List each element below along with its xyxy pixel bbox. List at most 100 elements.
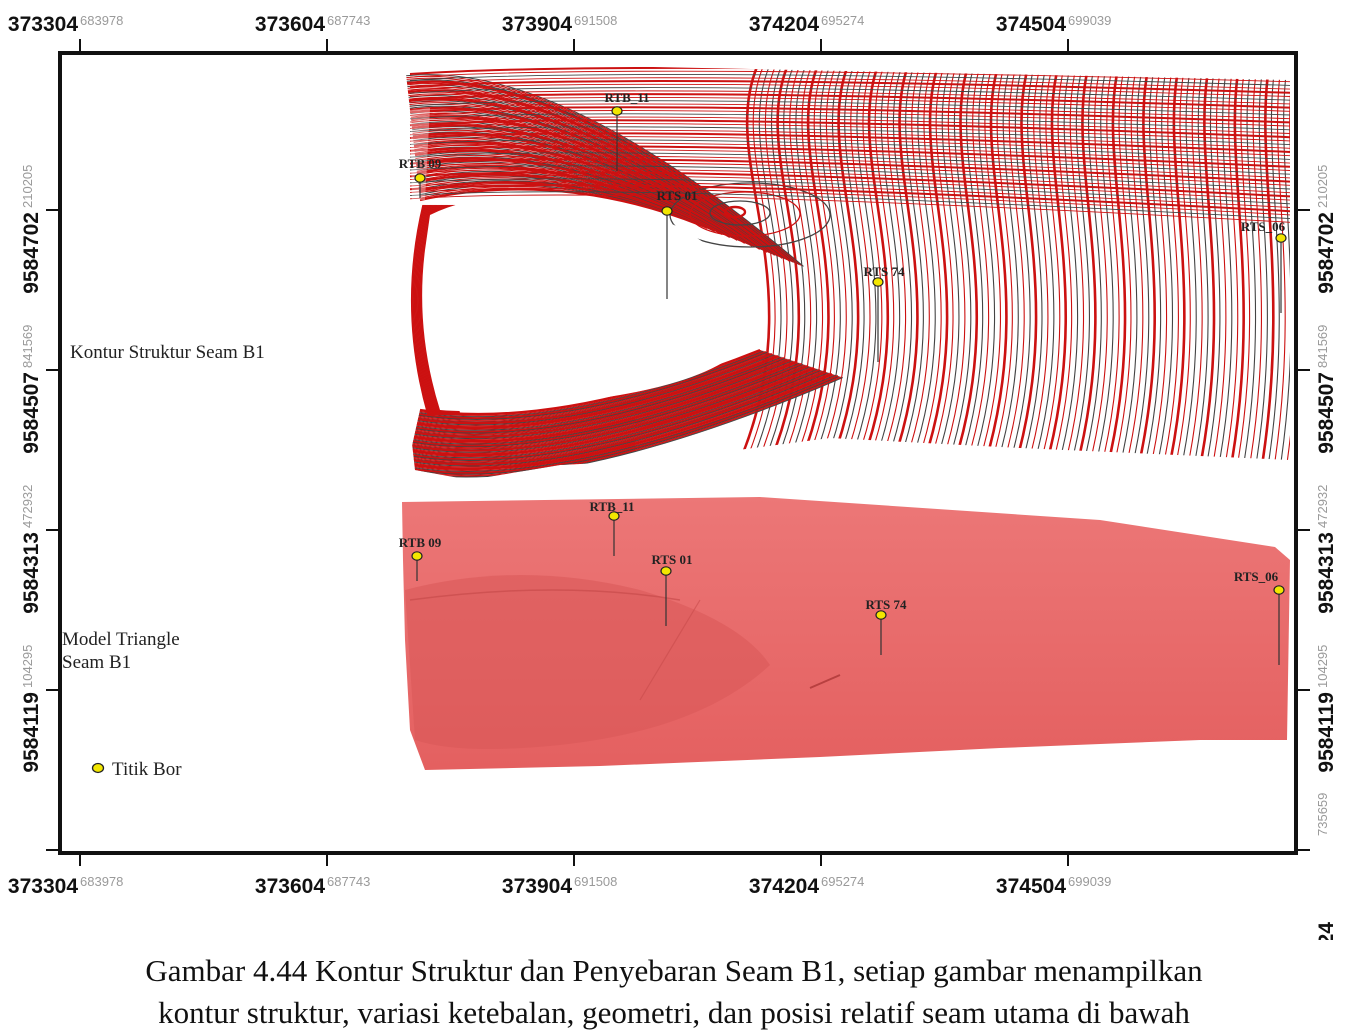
contour-line [1007, 62, 1031, 471]
contour-line [409, 106, 1290, 124]
contour-line [1025, 62, 1049, 471]
x-axis-bottom: 373304 683978 373604 687743 373904 691508 3742… [8, 853, 1111, 898]
contour-line [409, 175, 1290, 201]
contour-line [409, 116, 1290, 134]
contour-line [1266, 62, 1280, 471]
contour-line [409, 96, 1290, 112]
contour-line [409, 145, 1290, 168]
contour-line [409, 129, 1290, 149]
contour-line [409, 171, 1290, 198]
figure-caption: Gambar 4.44 Kontur Struktur dan Penyebar… [0, 950, 1348, 1034]
y-axis-right: 9584702 210205 9584507 841569 9584313 472932 9… [1296, 165, 1338, 940]
contour-line [927, 62, 954, 471]
contour-line [822, 62, 853, 471]
model-crease-line [639, 599, 701, 701]
y-tick-sublabel-right: 735659 [1315, 793, 1330, 836]
contour-line [417, 204, 436, 416]
contour-line [902, 62, 930, 471]
y-tick-label-right: 9584507 [1315, 372, 1338, 454]
contour-line [406, 75, 842, 477]
contour-line [409, 155, 1290, 179]
x-tick-sublabel-top: 683978 [80, 13, 123, 28]
contour-line [1155, 62, 1174, 471]
y-tick-sublabel-left: 104295 [20, 645, 35, 688]
contour-line [409, 139, 1290, 160]
contour-line [908, 62, 936, 471]
y-tick-label-right: 9584119 [1315, 692, 1338, 773]
well-marker [411, 551, 423, 561]
contour-line [1198, 62, 1216, 471]
x-tick-sublabel-bottom: 691508 [574, 874, 617, 889]
well-label: RTS 01 [656, 188, 697, 203]
x-tick-label-top: 373904 [502, 13, 572, 36]
contour-closed-loop [709, 200, 771, 226]
contour-line [407, 84, 836, 472]
model-label-line2: Seam B1 [62, 652, 131, 673]
contour-line [945, 62, 972, 471]
model-depression [405, 575, 770, 749]
y-tick-sublabel-left: 841569 [20, 325, 35, 368]
y-tick-sublabel-right: 210205 [1315, 165, 1330, 208]
contour-line [1273, 62, 1286, 471]
y-tick-sublabel-right: 104295 [1315, 645, 1330, 688]
contour-line [1236, 62, 1251, 471]
contour-line [1167, 62, 1186, 471]
well-marker [1273, 585, 1285, 595]
contour-line [877, 62, 907, 471]
contour-line [406, 79, 840, 475]
y-tick-sublabel-right: 472932 [1315, 485, 1330, 528]
x-tick-label-top: 373604 [255, 13, 325, 36]
contour-line [415, 204, 434, 416]
well-marker [608, 511, 620, 521]
contour-line [420, 204, 439, 416]
contour-line [1124, 62, 1144, 471]
x-tick-label-bottom: 374504 [996, 875, 1066, 898]
contour-line [409, 119, 1290, 139]
contour-line [409, 80, 1290, 94]
y-tick-label-left: 9584702 [20, 212, 43, 294]
well-marker [611, 106, 623, 116]
contour-line [410, 204, 429, 416]
y-tick-label-left: 9584119 [20, 692, 43, 773]
contour-line [1032, 62, 1055, 471]
contour-line [407, 88, 834, 471]
contour-line [1038, 62, 1061, 471]
well-label: RTS_06 [1234, 569, 1279, 584]
y-tick-sublabel-left: 472932 [20, 485, 35, 528]
contour-line [409, 123, 1290, 142]
contour-line [415, 154, 787, 435]
well-label: RTB_11 [589, 499, 634, 514]
well-label: RTB_11 [604, 90, 649, 105]
contour-line [920, 62, 949, 471]
contour-line [409, 93, 1290, 109]
contour-closed-loop [689, 191, 801, 237]
well-label: RTS 74 [865, 597, 907, 612]
contour-line [896, 62, 924, 471]
contour-line [409, 113, 1290, 131]
x-tick-sublabel-top: 695274 [821, 13, 864, 28]
contour-line [409, 188, 1290, 216]
contour-line [840, 62, 871, 471]
x-tick-label-bottom: 373904 [502, 875, 572, 898]
x-tick-sublabel-bottom: 695274 [821, 874, 864, 889]
contour-line [409, 83, 1290, 97]
contour-line [410, 110, 818, 459]
well-label: RTB 09 [399, 535, 442, 550]
contour-line [409, 74, 1290, 86]
well-label: RTS 01 [651, 552, 692, 567]
contour-line [413, 136, 800, 445]
x-tick-label-top: 373304 [8, 13, 78, 36]
contour-line [409, 87, 1290, 101]
x-tick-label-bottom: 373604 [255, 875, 325, 898]
contour-line [410, 114, 816, 457]
contour-line [414, 149, 791, 438]
contour-line [1019, 62, 1043, 471]
contour-line [1279, 62, 1290, 471]
well-label: RTB 09 [399, 156, 442, 171]
contour-line [409, 136, 1290, 157]
well-marker [1275, 233, 1287, 243]
contour-line [409, 165, 1290, 190]
contour-line [1043, 62, 1067, 471]
contour-line [1012, 62, 1038, 471]
contour-line [1130, 62, 1150, 471]
